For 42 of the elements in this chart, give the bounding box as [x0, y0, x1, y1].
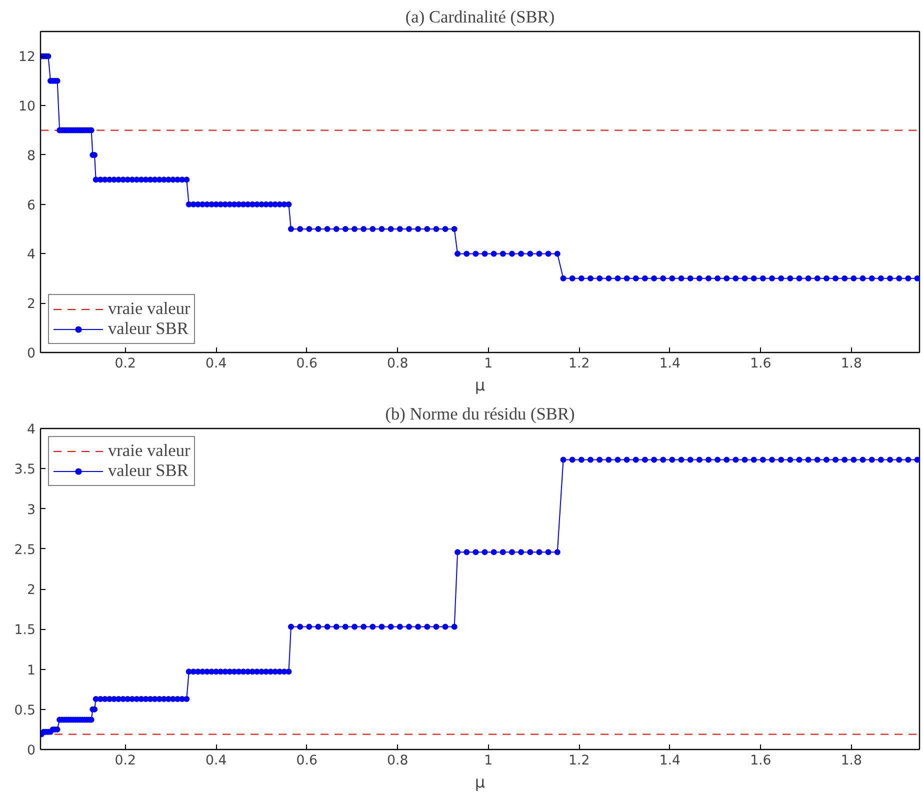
x-tick-label: 0.2	[114, 356, 136, 372]
y-tick-label: 4	[27, 248, 36, 263]
x-tick-label: 0.4	[206, 356, 227, 372]
y-tick-label: 12	[18, 50, 36, 66]
y-tick-label: 0	[27, 744, 36, 758]
legend-label: valeur SBR	[108, 319, 188, 339]
y-tick-label: 2	[27, 297, 36, 312]
y-tick-label: 2.5	[14, 542, 36, 558]
x-tick-label: 1.8	[840, 754, 862, 768]
x-tick-label: 1	[484, 356, 493, 372]
y-tick-label: 0.5	[14, 703, 36, 718]
x-tick-label: 1.2	[568, 356, 590, 372]
x-tick-label: 0.8	[387, 754, 408, 768]
chart-title: (b) Norme du résidu (SBR)	[385, 404, 576, 424]
y-tick-label: 1	[27, 663, 36, 678]
x-tick-label: 0.8	[387, 356, 408, 372]
x-tick-label: 1.6	[750, 754, 772, 768]
y-tick-label: 3	[27, 502, 36, 518]
x-axis-title: μ	[474, 772, 486, 792]
x-tick-label: 1.2	[568, 754, 590, 768]
x-tick-label: 0.4	[206, 754, 227, 768]
x-axis-title: μ	[474, 376, 486, 394]
legend-label: vraie valeur	[108, 441, 190, 461]
x-tick-label: 1	[484, 754, 493, 768]
y-tick-label: 2	[27, 583, 36, 598]
chart-title: (a) Cardinalité (SBR)	[405, 8, 555, 26]
y-tick-label: 3.5	[14, 462, 36, 478]
legend-label: valeur SBR	[108, 461, 188, 481]
y-tick-label: 8	[27, 148, 36, 164]
x-tick-label: 1.8	[840, 356, 862, 372]
x-tick-label: 0.6	[296, 356, 318, 372]
x-tick-label: 1.4	[659, 356, 681, 372]
x-tick-label: 1.4	[659, 754, 681, 768]
y-tick-label: 4	[27, 422, 36, 438]
y-tick-label: 1.5	[14, 623, 36, 638]
y-tick-label: 10	[18, 100, 36, 115]
y-tick-label: 6	[27, 198, 36, 214]
x-tick-label: 0.6	[296, 754, 318, 768]
x-tick-label: 0.2	[114, 754, 136, 768]
legend-label: vraie valeur	[108, 299, 190, 319]
y-tick-label: 0	[27, 346, 36, 362]
x-tick-label: 1.6	[750, 356, 772, 372]
